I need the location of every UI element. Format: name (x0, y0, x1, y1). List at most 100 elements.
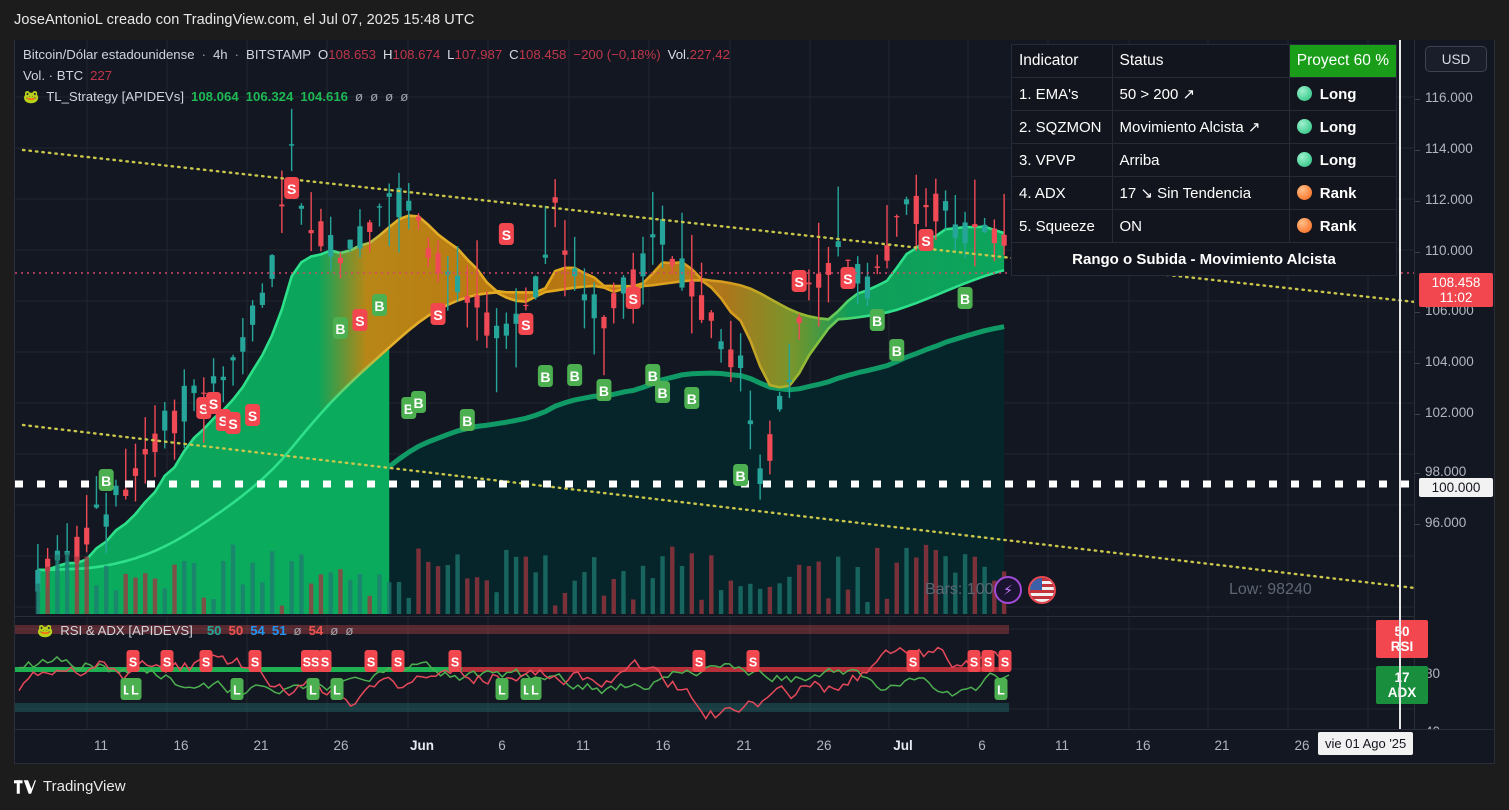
attribution-bar: JoseAntonioL creado con TradingView.com,… (0, 0, 1509, 40)
currency-badge[interactable]: USD (1425, 46, 1487, 72)
us-flag-glyph (1030, 578, 1054, 602)
indicator-status-1: Movimiento Alcista ↗ (1111, 110, 1290, 144)
svg-text:S: S (251, 656, 259, 670)
price-tick-96000: 96.000 (1414, 515, 1467, 530)
svg-text:B: B (374, 298, 384, 314)
table-row[interactable]: 3. VPVP Arriba Long (1011, 143, 1398, 177)
svg-text:SS: SS (303, 656, 320, 670)
svg-text:B: B (736, 468, 746, 484)
lightning-icon[interactable]: ⚡ (994, 576, 1022, 604)
header-proyect: Proyect 60 % (1288, 44, 1398, 78)
indicator-status-table[interactable]: Indicator Status Proyect 60 % 1. EMA's 50… (1011, 44, 1398, 276)
time-tick-5: 6 (498, 738, 506, 753)
svg-text:L: L (233, 684, 241, 698)
svg-text:L: L (997, 684, 1005, 698)
indicator-name-4: 5. Squeeze (1011, 209, 1113, 243)
svg-text:S: S (394, 656, 402, 670)
indicator-name-0: 1. EMA's (1011, 77, 1113, 111)
svg-text:B: B (540, 369, 550, 385)
rsi-legend-value-3: 51 (271, 623, 287, 638)
rsi-value: 50 (1394, 624, 1410, 639)
rsi-legend-value-2: 54 (250, 623, 265, 638)
svg-text:L: L (123, 684, 131, 698)
us-flag-icon[interactable] (1028, 576, 1056, 604)
svg-text:L: L (523, 684, 531, 698)
time-cursor-badge: vie 01 Ago '25 (1318, 732, 1414, 755)
time-tick-3: 26 (333, 738, 349, 753)
current-price-time: 11:02 (1439, 290, 1473, 305)
svg-text:S: S (909, 656, 917, 670)
price-tick-110000: 110.000 (1415, 243, 1473, 258)
long-status-icon (1296, 118, 1312, 134)
rsi-adx-plot[interactable]: S S S S SS S S S S S S S S S S L L L L L L L L L (15, 616, 1415, 729)
table-row[interactable]: 4. ADX 17 ↘ Sin Tendencia Rank (1011, 176, 1398, 210)
indicator-status-2: Arriba (1111, 143, 1290, 177)
current-price-value: 108.458 (1431, 275, 1481, 290)
table-row[interactable]: 2. SQZMON Movimiento Alcista ↗ Long (1011, 110, 1398, 144)
watermark-bars: Bars: 100 (925, 581, 994, 598)
time-axis[interactable]: 11 16 21 26 Jun 6 11 16 21 26 Jul 6 11 16 21 26 vie 01 … (14, 730, 1495, 764)
price-tick-114000: 114.000 (1415, 141, 1473, 156)
svg-text:S: S (355, 313, 364, 329)
svg-text:S: S (451, 656, 459, 670)
crosshair-vertical-line (1399, 40, 1401, 729)
svg-text:S: S (199, 401, 208, 417)
time-tick-6: 11 (575, 738, 591, 753)
attribution-text: JoseAntonioL creado con TradingView.com,… (14, 12, 475, 28)
svg-text:B: B (648, 368, 658, 384)
long-status-icon (1296, 151, 1312, 167)
rsi-legend-value-5: 54 (308, 623, 324, 638)
indicator-signal-3: Rank (1288, 176, 1398, 210)
svg-text:B: B (335, 321, 345, 337)
long-status-icon (1296, 85, 1312, 101)
time-tick-14: 21 (1214, 738, 1230, 753)
rsi-legend-value-1: 50 (228, 623, 244, 638)
adx-label: ADX (1387, 685, 1417, 700)
rsi-legend[interactable]: 🐸 RSI & ADX [APIDEVS] 50 50 54 51 ø 54 ø ø (37, 620, 353, 641)
indicator-name-3: 4. ADX (1011, 176, 1113, 210)
svg-text:S: S (367, 656, 375, 670)
table-footer-row: Rango o Subida - Movimiento Alcista (1011, 242, 1397, 276)
svg-text:B: B (657, 385, 667, 401)
price-tick-116000: 116.000 (1415, 90, 1473, 105)
rsi-legend-value-0: 50 (206, 623, 222, 638)
time-tick-8: 21 (736, 738, 752, 753)
time-tick-7: 16 (655, 738, 671, 753)
time-tick-15: 26 (1294, 738, 1310, 753)
svg-text:B: B (462, 413, 472, 429)
rsi-legend-name: RSI & ADX [APIDEVS] (60, 623, 193, 638)
svg-text:S: S (695, 656, 703, 670)
tradingview-logo[interactable]: TradingView (14, 778, 126, 795)
price-axis[interactable]: USD 116.000 114.000 112.000 110.000 106.000 1… (1376, 40, 1494, 729)
svg-text:S: S (843, 271, 852, 287)
table-row[interactable]: 5. Squeeze ON Rank (1011, 209, 1398, 243)
time-tick-11: 6 (978, 738, 986, 753)
svg-text:S: S (163, 656, 171, 670)
rsi-legend-value-6: ø (330, 623, 339, 638)
svg-text:S: S (209, 396, 218, 412)
svg-text:S: S (248, 408, 257, 424)
indicator-name-2: 3. VPVP (1011, 143, 1113, 177)
price-tick-102000: 102.000 (1415, 405, 1474, 420)
svg-text:S: S (1001, 656, 1009, 670)
svg-text:S: S (629, 291, 638, 307)
svg-text:B: B (872, 313, 882, 329)
signal-label-4: Rank (1319, 217, 1357, 235)
level-100-badge: 100.000 (1419, 478, 1493, 497)
header-status: Status (1111, 44, 1290, 78)
price-tick-112000: 112.000 (1415, 192, 1473, 207)
svg-text:L: L (498, 684, 506, 698)
rsi-tick-40: 40 (1425, 724, 1440, 729)
rank-status-icon (1296, 217, 1312, 233)
svg-text:B: B (599, 383, 609, 399)
svg-text:S: S (287, 181, 296, 197)
svg-text:S: S (984, 656, 992, 670)
rsi-legend-value-4: ø (293, 623, 302, 638)
rsi-chart-svg: S S S S SS S S S S S S S S S SL L L L L L L L L (15, 617, 1415, 729)
time-tick-12: 11 (1054, 738, 1070, 753)
time-tick-10: Jul (893, 738, 913, 753)
table-row[interactable]: 1. EMA's 50 > 200 ↗ Long (1011, 77, 1398, 111)
